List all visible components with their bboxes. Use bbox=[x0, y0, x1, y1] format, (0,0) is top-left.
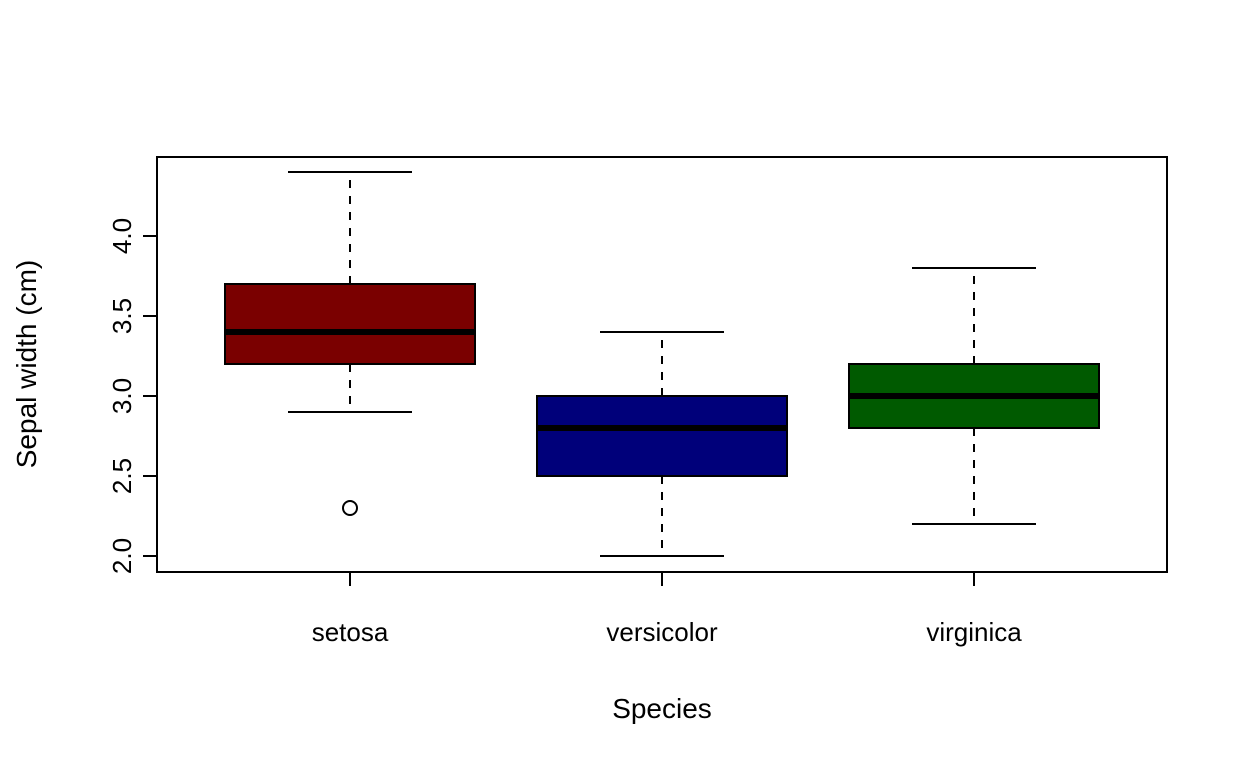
y-tick-label: 4.0 bbox=[107, 218, 137, 254]
box-virginica bbox=[848, 267, 1100, 525]
box-versicolor bbox=[536, 331, 788, 557]
y-tick-label: 2.5 bbox=[107, 458, 137, 494]
iqr-box bbox=[224, 283, 476, 365]
y-tick-label: 3.5 bbox=[107, 298, 137, 334]
x-axis-title: Species bbox=[612, 693, 712, 724]
outlier-point bbox=[342, 500, 358, 516]
x-tick-label: virginica bbox=[926, 617, 1022, 647]
box-setosa bbox=[224, 171, 476, 516]
y-axis: 2.0 2.5 3.0 3.5 4.0 bbox=[107, 218, 158, 574]
iqr-box bbox=[536, 395, 788, 477]
x-tick-label: setosa bbox=[312, 617, 389, 647]
y-tick-label: 2.0 bbox=[107, 538, 137, 574]
y-tick-label: 3.0 bbox=[107, 378, 137, 414]
x-axis: setosa versicolor virginica bbox=[312, 572, 1022, 647]
boxes bbox=[224, 171, 1100, 557]
x-tick-label: versicolor bbox=[606, 617, 718, 647]
y-axis-title: Sepal width (cm) bbox=[11, 260, 42, 469]
